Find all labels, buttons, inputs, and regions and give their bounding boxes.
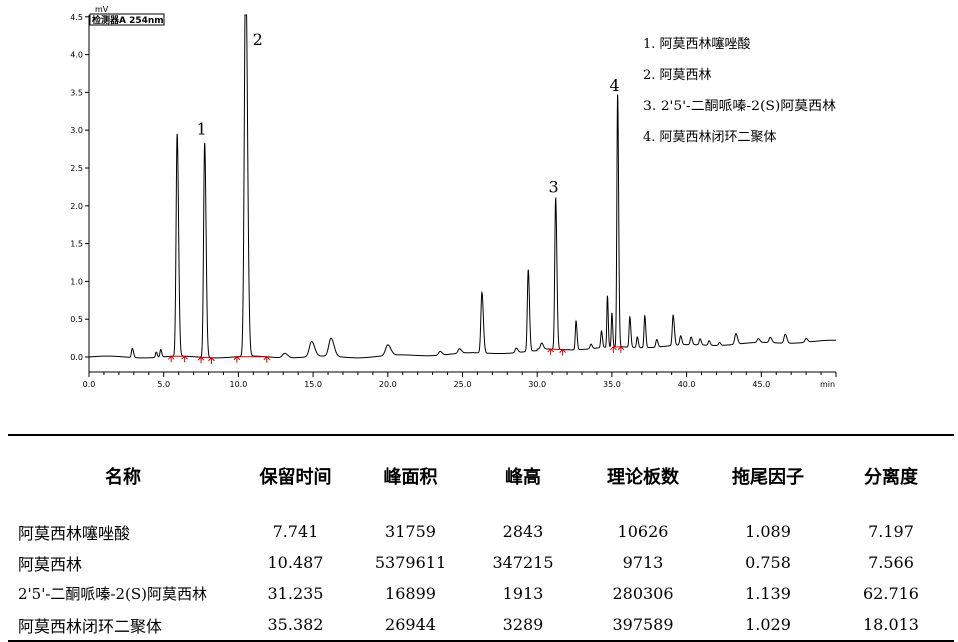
y-tick-label: 4.0 <box>70 51 83 60</box>
cell-peak-area: 16899 <box>353 578 468 609</box>
integration-marker <box>560 350 566 356</box>
cell-peak-area: 5379611 <box>353 547 468 578</box>
detector-label: 检测器A 254nm <box>92 14 164 26</box>
chromatogram-trace <box>89 15 836 358</box>
x-unit-label: min <box>820 380 835 389</box>
y-unit-label: mV <box>95 5 109 14</box>
peak-label-3: 3 <box>549 178 559 197</box>
cell-tailing-factor: 1.139 <box>708 578 828 609</box>
cell-name: 阿莫西林 <box>8 547 238 578</box>
peak-label-2: 2 <box>253 30 263 49</box>
x-tick-label: 20.0 <box>379 380 397 389</box>
peak-label-1: 1 <box>197 119 207 138</box>
cell-retention-time: 35.382 <box>238 609 353 641</box>
integration-marker <box>610 347 616 353</box>
legend-item-1: 1. 阿莫西林噻唑酸 <box>643 36 751 52</box>
legend-item-3: 3. 2'5'-二酮哌嗪-2(S)阿莫西林 <box>643 98 836 114</box>
legend-item-4: 4. 阿莫西林闭环二聚体 <box>643 130 777 145</box>
cell-retention-time: 10.487 <box>238 547 353 578</box>
legend: 1. 阿莫西林噻唑酸 2. 阿莫西林 3. 2'5'-二酮哌嗪-2(S)阿莫西林… <box>643 36 836 145</box>
cell-resolution: 7.197 <box>828 516 954 547</box>
integration-marker <box>209 358 215 364</box>
integration-marker <box>264 357 270 363</box>
peak-label-4: 4 <box>610 76 620 95</box>
peak-number-labels: 1 2 3 4 <box>197 30 620 197</box>
y-tick-label: 3.5 <box>70 88 83 97</box>
cell-peak-area: 31759 <box>353 516 468 547</box>
table-row: 阿莫西林闭环二聚体 35.382 26944 3289 397589 1.029… <box>8 609 954 641</box>
cell-resolution: 62.716 <box>828 578 954 609</box>
cell-resolution: 7.566 <box>828 547 954 578</box>
cell-retention-time: 31.235 <box>238 578 353 609</box>
table-row: 阿莫西林噻唑酸 7.741 31759 2843 10626 1.089 7.1… <box>8 516 954 547</box>
x-tick-label: 45.0 <box>752 380 770 389</box>
results-table: 名称 保留时间 峰面积 峰高 理论板数 拖尾因子 分离度 阿莫西林噻唑酸 7.7… <box>8 434 954 642</box>
cell-retention-time: 7.741 <box>238 516 353 547</box>
integration-baseline <box>551 349 563 350</box>
table-row: 2'5'-二酮哌嗪-2(S)阿莫西林 31.235 16899 1913 280… <box>8 578 954 609</box>
x-tick-label: 0.0 <box>83 380 96 389</box>
y-tick-label: 3.0 <box>70 126 83 135</box>
header-peak-height: 峰高 <box>468 435 578 516</box>
legend-item-2: 2. 阿莫西林 <box>643 68 712 83</box>
header-tailing-factor: 拖尾因子 <box>708 435 828 516</box>
cell-peak-height: 347215 <box>468 547 578 578</box>
cell-resolution: 18.013 <box>828 609 954 641</box>
header-theoretical-plates: 理论板数 <box>578 435 708 516</box>
header-name: 名称 <box>8 435 238 516</box>
y-tick-label: 1.0 <box>70 277 83 286</box>
table-header-row: 名称 保留时间 峰面积 峰高 理论板数 拖尾因子 分离度 <box>8 435 954 516</box>
x-tick-label: 15.0 <box>304 380 322 389</box>
y-tick-label: 1.5 <box>70 240 83 249</box>
integration-baselines <box>168 347 624 364</box>
integration-marker <box>168 356 174 362</box>
cell-name: 2'5'-二酮哌嗪-2(S)阿莫西林 <box>8 578 238 609</box>
cell-peak-area: 26944 <box>353 609 468 641</box>
header-resolution: 分离度 <box>828 435 954 516</box>
cell-tailing-factor: 1.089 <box>708 516 828 547</box>
x-tick-label: 40.0 <box>678 380 696 389</box>
integration-baseline <box>201 357 211 358</box>
cell-peak-height: 1913 <box>468 578 578 609</box>
cell-tailing-factor: 0.758 <box>708 547 828 578</box>
cell-tailing-factor: 1.029 <box>708 609 828 641</box>
header-retention-time: 保留时间 <box>238 435 353 516</box>
integration-marker <box>548 349 554 355</box>
integration-marker <box>234 357 240 363</box>
y-tick-label: 4.5 <box>70 13 83 22</box>
x-tick-label: 30.0 <box>528 380 546 389</box>
cell-theoretical-plates: 10626 <box>578 516 708 547</box>
cell-peak-height: 2843 <box>468 516 578 547</box>
integration-marker <box>618 347 624 353</box>
y-tick-label: 2.0 <box>70 202 83 211</box>
x-tick-label: 35.0 <box>603 380 621 389</box>
cell-theoretical-plates: 9713 <box>578 547 708 578</box>
cell-theoretical-plates: 280306 <box>578 578 708 609</box>
cell-peak-height: 3289 <box>468 609 578 641</box>
cell-name: 阿莫西林闭环二聚体 <box>8 609 238 641</box>
integration-marker <box>182 356 188 362</box>
x-tick-label: 25.0 <box>454 380 472 389</box>
y-tick-label: 0.5 <box>70 315 83 324</box>
x-tick-label: 10.0 <box>229 380 247 389</box>
x-tick-label: 5.0 <box>157 380 170 389</box>
table-row: 阿莫西林 10.487 5379611 347215 9713 0.758 7.… <box>8 547 954 578</box>
y-tick-label: 0.0 <box>70 353 83 362</box>
cell-theoretical-plates: 397589 <box>578 609 708 641</box>
y-tick-label: 2.5 <box>70 164 83 173</box>
cell-name: 阿莫西林噻唑酸 <box>8 516 238 547</box>
integration-marker <box>198 357 204 363</box>
header-peak-area: 峰面积 <box>353 435 468 516</box>
x-tick-labels: 0.0 5.0 10.0 15.0 20.0 25.0 30.0 35.0 40.0 45.0 <box>83 372 836 389</box>
y-tick-labels: 0.0 0.5 1.0 1.5 2.0 2.5 3.0 3.5 4.0 4.5 <box>70 13 89 362</box>
